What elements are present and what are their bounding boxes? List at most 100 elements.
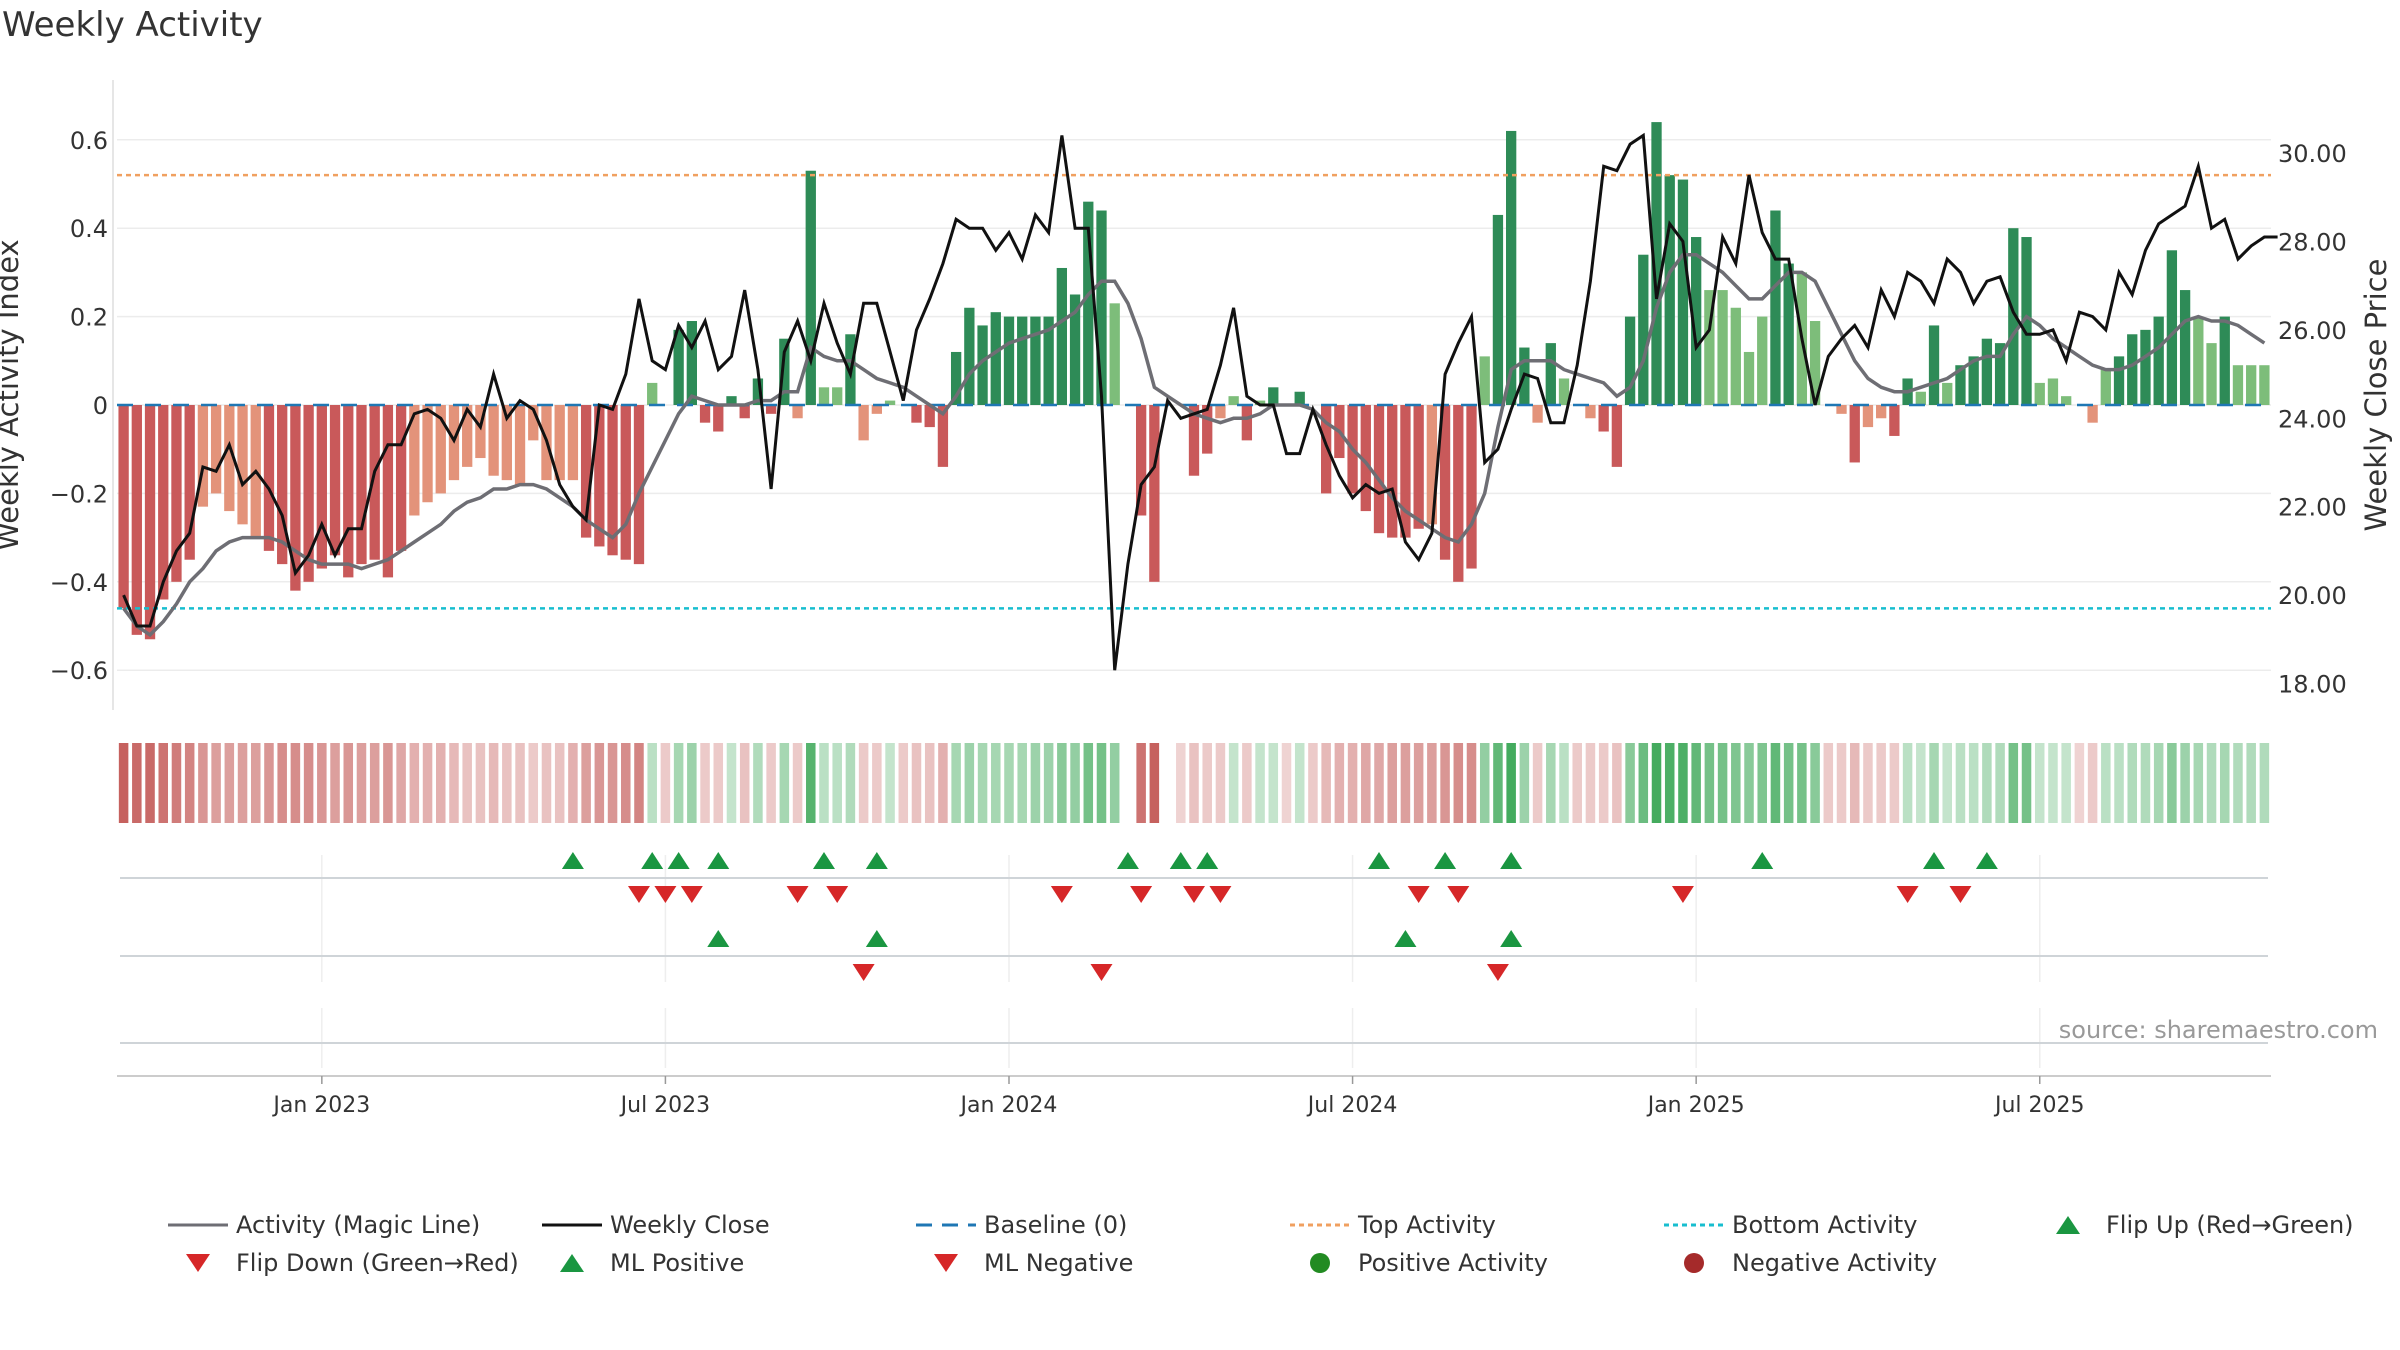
strip-cell bbox=[184, 743, 195, 823]
strip-cell bbox=[2246, 743, 2256, 823]
strip-cell bbox=[158, 743, 169, 823]
activity-bar bbox=[1426, 405, 1438, 525]
activity-bar bbox=[144, 405, 156, 640]
y-tick-label: −0.2 bbox=[50, 480, 108, 508]
strip-cell bbox=[1466, 743, 1477, 823]
activity-bar bbox=[1928, 325, 1940, 405]
activity-bar bbox=[1254, 400, 1266, 405]
strip-cell bbox=[462, 743, 472, 823]
ml-negative-marker bbox=[852, 964, 875, 981]
activity-bar bbox=[2061, 396, 2072, 405]
y2-tick-label: 22.00 bbox=[2278, 494, 2347, 522]
flip-up-marker bbox=[1434, 852, 1457, 869]
strip-cell bbox=[1916, 743, 1926, 823]
strip-cell bbox=[1559, 743, 1569, 823]
strip-cell bbox=[356, 743, 367, 823]
activity-bar bbox=[2219, 316, 2230, 405]
strip-cell bbox=[1413, 743, 1424, 823]
activity-bar bbox=[1942, 382, 1953, 405]
activity-bar bbox=[1849, 405, 1860, 463]
strip-cell bbox=[991, 743, 1001, 823]
flip-down-marker bbox=[680, 886, 703, 903]
activity-bar bbox=[343, 405, 354, 578]
strip-cell bbox=[1532, 743, 1543, 823]
activity-bar bbox=[1836, 405, 1847, 414]
activity-bar bbox=[1109, 303, 1120, 405]
strip-cell bbox=[647, 743, 657, 823]
strip-cell bbox=[1810, 743, 1820, 823]
activity-bar bbox=[977, 325, 988, 405]
strip-cell bbox=[621, 743, 631, 823]
activity-bar bbox=[1704, 290, 1715, 405]
activity-bar bbox=[2021, 237, 2032, 405]
activity-bar bbox=[224, 405, 235, 512]
activity-bar bbox=[964, 307, 975, 405]
activity-bar bbox=[1149, 405, 1160, 582]
activity-bar bbox=[184, 405, 195, 560]
strip-cell bbox=[383, 743, 393, 823]
strip-cell bbox=[2048, 743, 2058, 823]
strip-cell bbox=[1057, 743, 1067, 823]
flip-down-marker bbox=[1407, 886, 1430, 903]
weekly-close-series bbox=[122, 132, 2278, 671]
ml-positive-marker bbox=[865, 930, 888, 947]
activity-bar bbox=[818, 387, 830, 405]
strip-cell bbox=[1202, 743, 1212, 823]
strip-cell bbox=[634, 743, 644, 823]
activity-bar bbox=[1387, 405, 1398, 538]
strip-cell bbox=[1453, 743, 1464, 823]
x-tick-label: Jan 2023 bbox=[271, 1093, 370, 1118]
strip-cell bbox=[369, 743, 380, 823]
activity-bar bbox=[699, 405, 711, 423]
flip-up-marker bbox=[1751, 852, 1774, 869]
strip-cell bbox=[845, 743, 856, 823]
strip-cell bbox=[1149, 743, 1160, 823]
flip-down-marker bbox=[786, 886, 809, 903]
ml-positive-marker bbox=[1500, 930, 1523, 947]
flip-down-marker bbox=[1896, 886, 1919, 903]
activity-bar bbox=[422, 405, 433, 503]
activity-bar bbox=[1479, 356, 1490, 405]
strip-cell bbox=[1995, 743, 2005, 823]
activity-bar bbox=[356, 405, 367, 565]
activity-bar bbox=[911, 405, 922, 423]
activity-bar bbox=[765, 405, 777, 414]
strip-cell bbox=[673, 743, 684, 823]
strip-cell bbox=[1876, 743, 1886, 823]
flip-up-marker bbox=[1500, 852, 1523, 869]
activity-bar bbox=[409, 405, 420, 516]
activity-color-strip bbox=[118, 743, 2270, 823]
activity-bar bbox=[1717, 290, 1728, 405]
activity-bar bbox=[1743, 351, 1755, 405]
strip-cell bbox=[660, 743, 671, 823]
activity-bar bbox=[2206, 343, 2217, 405]
activity-bar bbox=[435, 405, 446, 494]
activity-bar bbox=[2166, 250, 2178, 405]
activity-bar bbox=[1532, 405, 1543, 423]
strip-cell bbox=[541, 743, 552, 823]
strip-cell bbox=[1849, 743, 1860, 823]
activity-bar bbox=[779, 338, 790, 405]
activity-bar bbox=[2087, 405, 2098, 423]
strip-cell bbox=[554, 743, 565, 823]
activity-bar bbox=[277, 405, 288, 565]
strip-cell bbox=[1083, 743, 1094, 823]
activity-bar bbox=[1809, 321, 1821, 405]
strip-cell bbox=[885, 743, 895, 823]
activity-bar bbox=[1585, 405, 1596, 419]
strip-cell bbox=[938, 743, 948, 823]
activity-bar bbox=[1294, 391, 1305, 405]
activity-bar bbox=[1677, 179, 1689, 405]
flip-up-marker bbox=[1923, 852, 1946, 869]
activity-bar bbox=[990, 312, 1001, 405]
strip-cell bbox=[2101, 743, 2111, 823]
activity-bar bbox=[2153, 316, 2164, 405]
activity-bar bbox=[1241, 405, 1253, 441]
strip-cell bbox=[1281, 743, 1292, 823]
activity-bar bbox=[1691, 237, 1702, 405]
activity-bar bbox=[2193, 316, 2204, 405]
activity-bar bbox=[1981, 338, 1993, 405]
strip-cell bbox=[475, 743, 486, 823]
activity-bar bbox=[647, 382, 658, 405]
x-tick-label: Jul 2025 bbox=[1993, 1093, 2085, 1118]
